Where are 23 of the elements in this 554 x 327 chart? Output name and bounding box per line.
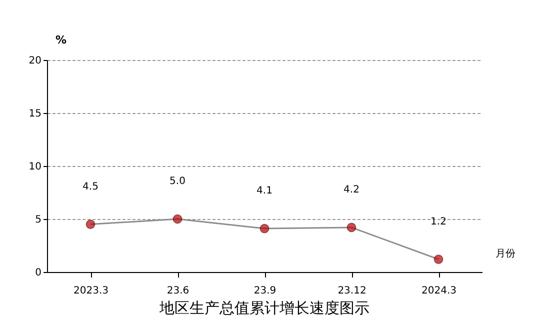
point	[260, 224, 270, 234]
data-label: 4.1	[256, 186, 272, 197]
x-tick-label: 23.12	[338, 286, 366, 296]
y-axis-title: %	[56, 34, 67, 46]
data-label: 4.2	[344, 184, 360, 196]
x-tick-label: 2023.3	[74, 286, 108, 296]
y-tick-label: 5	[35, 214, 42, 226]
x-tick-label: 23.9	[254, 286, 276, 296]
data-label: 5.0	[170, 176, 186, 187]
point	[434, 254, 444, 264]
y-tick-label: 20	[28, 56, 42, 66]
x-tick-label: 2024.3	[422, 286, 456, 296]
y-tick-label: 10	[28, 162, 42, 172]
x-axis-title: 月份	[496, 248, 516, 260]
x-tick-label: 23.6	[166, 286, 190, 296]
data-label: 1.2	[430, 216, 446, 228]
point	[86, 220, 96, 229]
y-tick-label: 15	[28, 108, 42, 120]
point	[172, 214, 182, 224]
y-tick-label: 0	[35, 268, 42, 278]
point	[346, 222, 356, 232]
data-label: 4.5	[82, 181, 98, 192]
text: 地区生产总值累计增长速度图示	[158, 299, 370, 317]
